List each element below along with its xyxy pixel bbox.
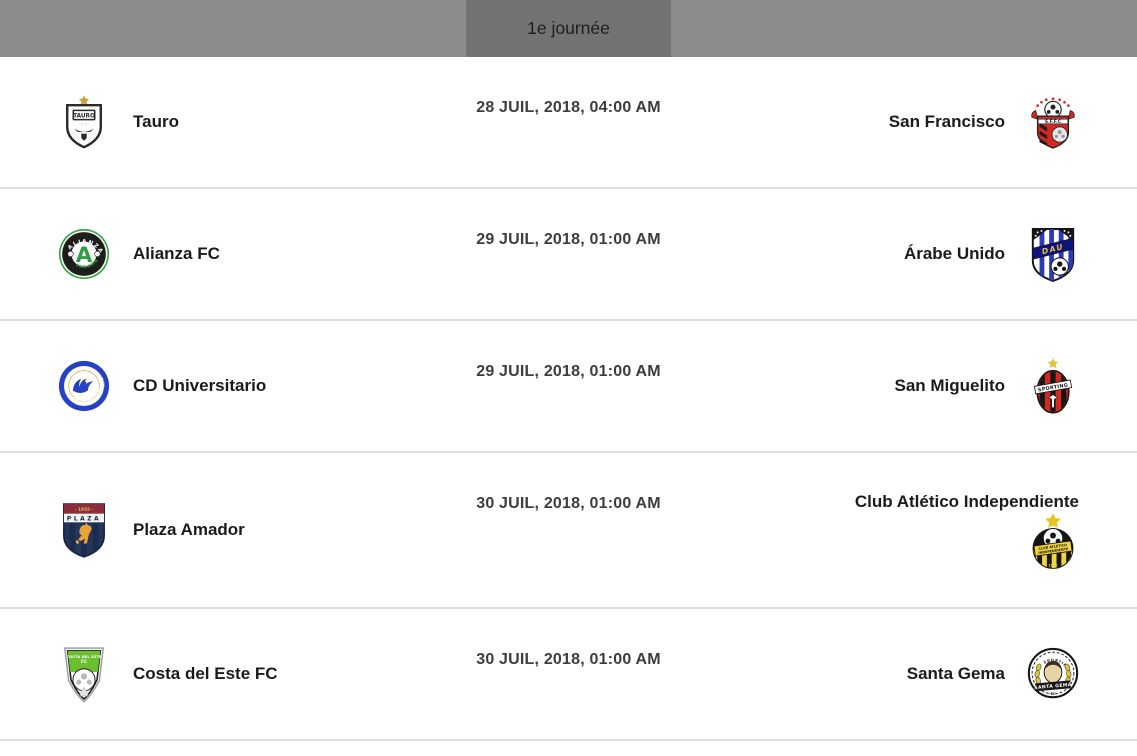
away-team-name: San Miguelito <box>894 376 1006 395</box>
cd-universitario-logo: CLUB DEPORTIVO UNIVERSITARIO <box>58 358 110 414</box>
away-team-name: San Francisco <box>888 112 1005 131</box>
svg-text:INDEPENDIENTE: INDEPENDIENTE <box>1038 547 1069 555</box>
svg-text:CLUB ATLÉTICO: CLUB ATLÉTICO <box>1038 542 1067 551</box>
svg-text:PLAZA: PLAZA <box>67 515 101 522</box>
match-row[interactable]: CLUB DEPORTIVO UNIVERSITARIO CD Universi… <box>0 321 1137 453</box>
svg-text:TAURO: TAURO <box>73 114 95 120</box>
santa-gema-logo: SPORTING <box>1027 646 1079 702</box>
away-team: Club Atlético Independiente <box>709 490 1079 570</box>
match-datetime: 29 JUIL, 2018, 01:00 AM <box>476 363 661 380</box>
svg-text:FC: FC <box>81 659 87 664</box>
home-team: TAURO · F C · Tauro <box>58 94 429 150</box>
svg-text:COSTA DEL ESTE: COSTA DEL ESTE <box>66 654 102 659</box>
svg-text:· F C ·: · F C · <box>79 122 89 126</box>
match-row[interactable]: TAURO · F C · Tauro 28 JUIL, 2018, 04:00… <box>0 57 1137 189</box>
home-team-name: Costa del Este FC <box>133 664 278 683</box>
round-label: 1e journée <box>527 18 610 38</box>
match-datetime: 29 JUIL, 2018, 01:00 AM <box>476 231 661 248</box>
tauro-logo: TAURO · F C · <box>58 94 110 150</box>
away-team: San Francisco <box>709 94 1080 150</box>
svg-text:1982: 1982 <box>1048 564 1058 568</box>
away-team: San Miguelito SPORTING <box>709 358 1080 414</box>
away-team: Santa Gema SPORTING <box>709 646 1080 702</box>
home-team-name: Alianza FC <box>133 244 220 263</box>
match-datetime: 30 JUIL, 2018, 01:00 AM <box>476 651 661 668</box>
san-miguelito-logo: SPORTING <box>1027 358 1079 414</box>
alianza-fc-logo: ALIANZA PANAMA A <box>58 226 110 282</box>
match-row[interactable]: ALIANZA PANAMA A Alianza FC 29 JUIL, 201… <box>0 189 1137 321</box>
match-row[interactable]: COSTA DEL ESTE FC Costa del Este FC 30 J… <box>0 609 1137 741</box>
san-francisco-logo: S.F.F.C <box>1027 94 1079 150</box>
away-team: Árabe Unido <box>709 226 1080 282</box>
svg-text:SPORTING: SPORTING <box>1038 382 1069 393</box>
plaza-amador-logo: · 1955 · PLAZA <box>58 502 110 558</box>
away-team-name: Árabe Unido <box>903 244 1005 263</box>
svg-text:SANTA GEMA: SANTA GEMA <box>1034 682 1072 691</box>
match-datetime: 28 JUIL, 2018, 04:00 AM <box>476 99 661 116</box>
costa-del-este-logo: COSTA DEL ESTE FC <box>58 646 110 703</box>
home-team: · 1955 · PLAZA Plaza Amador <box>58 502 429 558</box>
away-team-name: Club Atlético Independiente <box>854 492 1079 511</box>
home-team-name: Tauro <box>133 112 179 131</box>
round-tab[interactable]: 1e journée <box>466 0 671 57</box>
match-row[interactable]: · 1955 · PLAZA Plaza Amador 30 JUIL, 201… <box>0 453 1137 609</box>
svg-text:· FC ·: · FC · <box>1048 692 1057 696</box>
svg-text:· 1955 ·: · 1955 · <box>75 507 94 513</box>
match-datetime: 30 JUIL, 2018, 01:00 AM <box>476 495 661 512</box>
home-team-name: CD Universitario <box>133 376 267 395</box>
svg-text:A: A <box>76 243 93 268</box>
arabe-unido-logo: DAU <box>1027 226 1079 282</box>
home-team: ALIANZA PANAMA A Alianza FC <box>58 226 429 282</box>
home-team: COSTA DEL ESTE FC Costa del Este FC <box>58 646 429 703</box>
fixtures-list: TAURO · F C · Tauro 28 JUIL, 2018, 04:00… <box>0 57 1137 741</box>
round-header-bar: 1e journée <box>0 0 1137 57</box>
independiente-logo: CLUB ATLÉTICO INDEPENDIENTE 1982 <box>1027 513 1079 570</box>
home-team: CLUB DEPORTIVO UNIVERSITARIO CD Universi… <box>58 358 429 414</box>
home-team-name: Plaza Amador <box>133 520 245 539</box>
svg-text:S.F.F.C: S.F.F.C <box>1045 119 1061 125</box>
away-team-name: Santa Gema <box>906 664 1005 683</box>
